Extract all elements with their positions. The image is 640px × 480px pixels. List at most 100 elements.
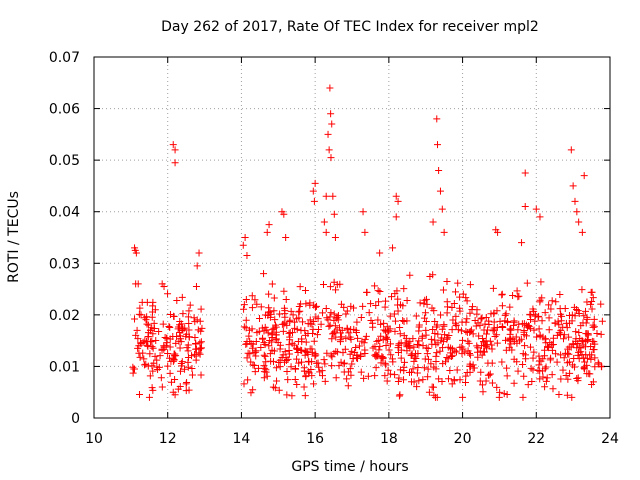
- data-point: [520, 320, 528, 328]
- data-point: [159, 320, 167, 328]
- data-point: [197, 371, 205, 379]
- data-point: [498, 291, 506, 299]
- data-point: [445, 375, 453, 383]
- data-point: [433, 349, 441, 357]
- y-axis-label: ROTI / TECUs: [6, 191, 22, 283]
- data-point: [148, 343, 156, 351]
- data-point: [344, 382, 352, 390]
- data-point: [415, 337, 423, 345]
- data-point: [165, 322, 173, 330]
- x-tick-label: 18: [380, 431, 398, 447]
- data-point: [549, 385, 557, 393]
- data-point: [257, 303, 265, 311]
- data-point: [305, 368, 313, 376]
- data-point: [473, 306, 481, 314]
- data-point: [567, 146, 575, 154]
- data-point: [387, 351, 395, 359]
- data-point: [283, 391, 291, 399]
- data-point: [266, 308, 274, 316]
- data-point: [181, 365, 189, 373]
- data-point: [371, 372, 379, 380]
- data-point: [384, 366, 392, 374]
- data-point: [138, 298, 146, 306]
- data-point: [429, 218, 437, 226]
- data-point: [321, 360, 329, 368]
- chart-title: Day 262 of 2017, Rate Of TEC Index for r…: [161, 19, 539, 35]
- data-point: [311, 179, 319, 187]
- data-point: [523, 279, 531, 287]
- data-point: [436, 347, 444, 355]
- data-point: [563, 391, 571, 399]
- data-point: [562, 372, 570, 380]
- axis-ticks: 10 12 14 16 18 20 22 24 0 0.01 0.02 0.03 0.04 0.05 0.0…: [49, 50, 619, 447]
- data-point: [386, 370, 394, 378]
- data-point: [132, 249, 140, 257]
- data-point: [243, 252, 251, 260]
- data-point: [578, 228, 586, 236]
- data-point: [365, 309, 373, 317]
- data-point: [176, 383, 184, 391]
- data-point: [198, 324, 206, 332]
- data-point: [431, 329, 439, 337]
- data-point: [310, 380, 318, 388]
- data-point: [195, 249, 203, 257]
- data-point: [270, 307, 278, 315]
- data-point: [466, 281, 474, 289]
- data-point: [241, 234, 249, 241]
- data-point: [263, 372, 271, 380]
- data-point: [376, 249, 384, 257]
- data-point: [413, 369, 421, 377]
- data-point: [173, 296, 181, 304]
- data-point: [439, 344, 447, 352]
- data-point: [479, 334, 487, 342]
- data-point: [518, 239, 526, 247]
- data-point: [456, 307, 464, 315]
- data-point: [166, 343, 174, 351]
- data-point: [564, 375, 572, 383]
- data-point: [198, 344, 206, 352]
- data-point: [477, 315, 485, 323]
- data-point: [506, 303, 514, 311]
- data-point: [445, 331, 453, 339]
- data-point: [285, 329, 293, 337]
- data-point: [482, 330, 490, 338]
- data-point: [575, 329, 583, 337]
- data-point: [282, 234, 290, 241]
- data-point: [559, 366, 567, 374]
- data-point: [503, 391, 511, 399]
- data-point: [555, 390, 563, 398]
- data-point: [322, 192, 330, 200]
- data-point: [575, 310, 583, 318]
- data-point: [594, 359, 602, 367]
- data-point: [196, 345, 204, 353]
- data-point: [185, 333, 193, 341]
- data-point: [433, 323, 441, 331]
- data-point: [443, 277, 451, 285]
- data-point: [560, 354, 568, 362]
- data-point: [493, 307, 501, 315]
- data-point: [377, 359, 385, 367]
- data-point: [521, 203, 529, 211]
- data-point: [510, 321, 518, 329]
- data-point: [337, 358, 345, 366]
- data-point: [369, 344, 377, 352]
- data-point: [328, 335, 336, 343]
- data-point: [462, 372, 470, 380]
- data-point: [176, 367, 184, 375]
- data-point: [459, 290, 467, 298]
- data-point: [184, 347, 192, 355]
- data-point: [188, 352, 196, 360]
- data-point: [275, 359, 283, 367]
- data-point: [459, 345, 467, 353]
- data-point: [134, 335, 142, 343]
- data-point: [509, 292, 517, 300]
- data-point: [145, 393, 153, 401]
- data-point: [184, 358, 192, 366]
- data-point: [300, 367, 308, 375]
- y-tick-label: 0.07: [49, 50, 80, 66]
- data-point: [415, 321, 423, 329]
- data-point: [485, 317, 493, 325]
- data-point: [561, 304, 569, 312]
